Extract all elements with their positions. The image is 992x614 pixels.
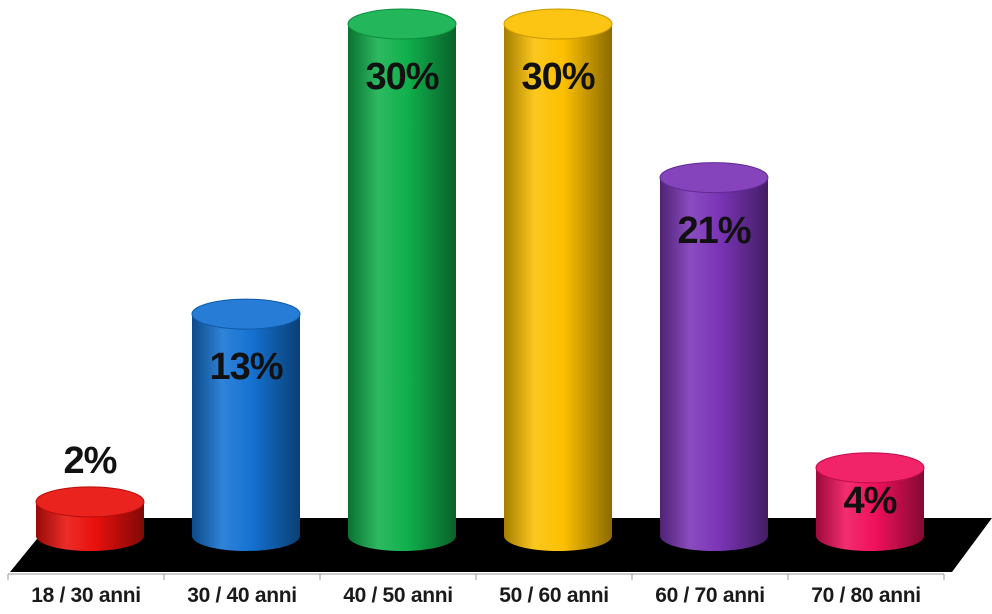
value-label: 30% [365,56,439,98]
value-label: 4% [843,480,898,523]
bar-70-80 [815,452,925,551]
x-axis-tick-label: 50 / 60 anni [499,584,609,607]
x-axis-tick-label: 18 / 30 anni [31,584,141,607]
bar-18-30 [35,486,145,551]
value-label: 21% [677,209,751,252]
x-axis-tick-label: 30 / 40 anni [187,584,297,607]
bar-top-cap [503,8,613,40]
bar-body [816,467,924,551]
bar-body [504,24,612,551]
bar-top-cap [815,452,925,484]
bar-50-60 [503,8,613,551]
bar-top-cap [347,8,457,40]
value-label: 13% [209,346,283,389]
bar-60-70 [659,162,769,551]
x-axis-tick-label: 70 / 80 anni [811,584,921,607]
value-label: 30% [521,56,595,98]
bar-top-cap [35,486,145,518]
bar-top-cap [659,162,769,194]
bar-30-40 [191,298,301,551]
bar-body [348,24,456,551]
bar-body [192,314,300,551]
bar-top-cap [191,298,301,330]
bar-body [660,177,768,551]
value-label: 2% [63,439,118,482]
bar-40-50 [347,8,457,551]
x-axis-tick-label: 60 / 70 anni [655,584,765,607]
x-axis-tick-label: 40 / 50 anni [343,584,453,607]
